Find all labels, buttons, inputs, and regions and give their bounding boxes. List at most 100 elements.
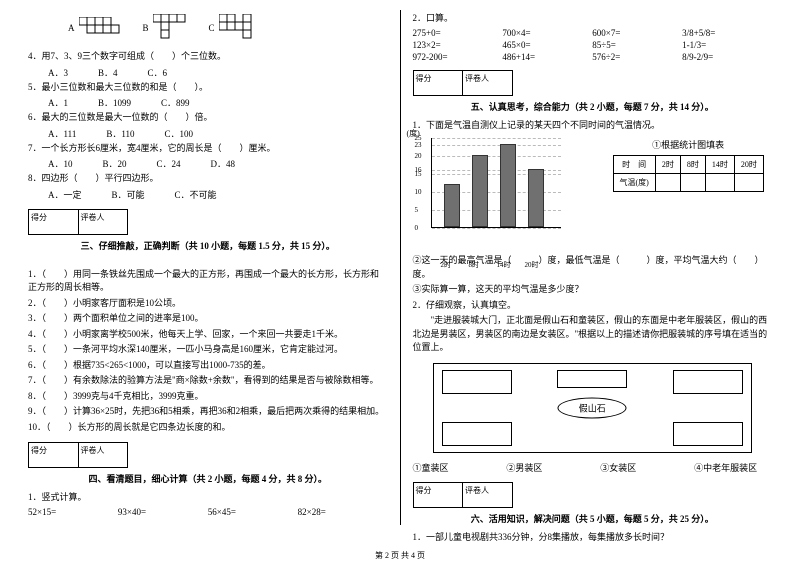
zone-legend: ①童装区 ②男装区 ③女装区 ④中老年服装区 (413, 461, 773, 474)
q5-opt-c: C．899 (161, 96, 190, 109)
zone-4: ④中老年服装区 (694, 461, 772, 474)
calc1-label: 1．竖式计算。 (28, 491, 388, 505)
th-14: 14时 (705, 156, 734, 174)
mall-map: 假山石 (433, 363, 753, 453)
temperature-table: 时 间 2时 8时 14时 20时 气温(度) (613, 155, 764, 192)
shape-b-svg (153, 14, 189, 42)
s6-q1: 1．一部儿童电视剧共336分钟，分8集播放，每集播放多长时间？ (413, 531, 773, 545)
shape-c: C (209, 14, 255, 42)
c2-3-2: 486+14= (502, 52, 592, 62)
q7-opt-b: B．20 (103, 157, 127, 170)
th-20: 20时 (734, 156, 763, 174)
zone-se (673, 422, 743, 446)
q4: 4．用7、3、9三个数字可组成（ ）个三位数。 (28, 50, 388, 64)
th-time: 时 间 (613, 156, 655, 174)
temperature-bar-chart: (度) 2时8时14时20时 25232016151050 (413, 138, 593, 248)
c2-1-4: 3/8+5/8= (682, 28, 772, 38)
calc2-row3: 972-200= 486+14= 576÷2= 8/9-2/9= (413, 52, 773, 62)
c2-1-3: 600×7= (592, 28, 682, 38)
q7-opt-a: A．10 (48, 157, 73, 170)
td-20 (734, 174, 763, 192)
judge-5: 5．（ ）一条河平均水深140厘米，一匹小马身高是160厘米，它肯定能过河。 (28, 343, 388, 357)
chart-title: ①根据统计图填表 (613, 138, 764, 151)
td-label: 气温(度) (613, 174, 655, 192)
shape-a: A (68, 17, 123, 39)
c2-1-2: 700×4= (502, 28, 592, 38)
grader-label: 评卷人 (79, 210, 128, 234)
th-2: 2时 (655, 156, 680, 174)
c2-2-2: 465×0= (502, 40, 592, 50)
zone-ne (673, 370, 743, 394)
x-tick-label: 2时 (441, 260, 452, 270)
c2-2-1: 123×2= (413, 40, 503, 50)
shape-c-svg (219, 14, 255, 42)
q7-opt-d: D．48 (211, 157, 236, 170)
calc1-row: 52×15= 93×40= 56×45= 82×28= (28, 507, 388, 517)
calc2-row2: 123×2= 465×0= 85÷5= 1-1/3= (413, 40, 773, 50)
q5-opt-a: A．1 (48, 96, 68, 109)
q5-opt-b: B．1099 (98, 96, 131, 109)
q6-opt-b: B．110 (106, 127, 134, 140)
zone-sw (442, 422, 512, 446)
zone-n (557, 370, 627, 388)
c2-3-1: 972-200= (413, 52, 503, 62)
shape-b: B (143, 14, 189, 42)
q4-options: A．3 B．4 C．6 (48, 66, 388, 79)
q6-opt-a: A．111 (48, 127, 76, 140)
td-8 (680, 174, 705, 192)
shape-options: A B C (68, 14, 388, 42)
c2-1-1: 275+0= (413, 28, 503, 38)
judge-4: 4．（ ）小明家离学校500米，他每天上学、回家，一个来回一共要走1千米。 (28, 328, 388, 342)
score-label: 得分 (414, 71, 464, 95)
judge-2: 2．（ ）小明家客厅面积是10公顷。 (28, 297, 388, 311)
q7-opt-c: C．24 (157, 157, 181, 170)
shape-label-b: B (143, 23, 149, 33)
judge-7: 7．（ ）有余数除法的验算方法是"商×除数+余数"，看得到的结果是否与被除数相等… (28, 374, 388, 388)
calc1-4: 82×28= (298, 507, 388, 517)
score-box-4: 得分 评卷人 (28, 442, 128, 468)
th-8: 8时 (680, 156, 705, 174)
td-2 (655, 174, 680, 192)
c2-3-3: 576÷2= (592, 52, 682, 62)
judge-8: 8．（ ）3999克与4千克相比，3999克重。 (28, 390, 388, 404)
score-box-6: 得分 评卷人 (413, 482, 513, 508)
q8-opt-c: C．不可能 (175, 188, 217, 201)
grader-label: 评卷人 (463, 483, 512, 507)
section-6-title: 六、活用知识，解决问题（共 5 小题，每题 5 分，共 25 分）。 (413, 512, 773, 525)
score-box-3: 得分 评卷人 (28, 209, 128, 235)
q4-opt-b: B．4 (98, 66, 118, 79)
zone-1: ①童装区 (413, 461, 491, 474)
zone-2: ②男装区 (506, 461, 584, 474)
q5-options: A．1 B．1099 C．899 (48, 96, 388, 109)
judge-3: 3．（ ）两个面积单位之间的进率是100。 (28, 312, 388, 326)
rock-label: 假山石 (558, 397, 627, 418)
q8-opt-b: B．可能 (112, 188, 145, 201)
q8-options: A．一定 B．可能 C．不可能 (48, 188, 388, 201)
chart-bar (528, 169, 544, 227)
calc2-label: 2．口算。 (413, 12, 773, 26)
y-tick: 5 (415, 206, 589, 214)
judge-6: 6．（ ）根据735<265<1000，可以直接写出1000-735的差。 (28, 359, 388, 373)
score-label: 得分 (29, 210, 79, 234)
judge-10: 10．（ ）长方形的周长就是它四条边长度的和。 (28, 421, 388, 435)
s5-q2: 2．仔细观察，认真填空。 (413, 299, 773, 313)
grader-label: 评卷人 (79, 443, 128, 467)
x-tick-label: 14时 (497, 260, 511, 270)
y-tick: 20 (415, 152, 589, 160)
judge-1: 1．（ ）用同一条铁丝先围成一个最大的正方形，再围成一个最大的长方形，长方形和正… (28, 268, 388, 295)
q8: 8．四边形（ ）平行四边形。 (28, 172, 388, 186)
q7-options: A．10 B．20 C．24 D．48 (48, 157, 388, 170)
x-tick-label: 20时 (525, 260, 539, 270)
q6-options: A．111 B．110 C．100 (48, 127, 388, 140)
calc2-row1: 275+0= 700×4= 600×7= 3/8+5/8= (413, 28, 773, 38)
s5-q1b: ②这一天的最高气温是（ ）度，最低气温是（ ）度，平均气温大约（ ）度。 (413, 254, 773, 281)
shape-label-c: C (209, 23, 215, 33)
x-tick-label: 8时 (469, 260, 480, 270)
s5-q1c: ③实际算一算，这天的平均气温是多少度？ (413, 283, 773, 297)
y-tick: 10 (415, 188, 589, 196)
right-column: 2．口算。 275+0= 700×4= 600×7= 3/8+5/8= 123×… (405, 10, 781, 525)
c2-2-3: 85÷5= (592, 40, 682, 50)
left-column: A B C (20, 10, 396, 525)
score-label: 得分 (29, 443, 79, 467)
c2-2-4: 1-1/3= (682, 40, 772, 50)
